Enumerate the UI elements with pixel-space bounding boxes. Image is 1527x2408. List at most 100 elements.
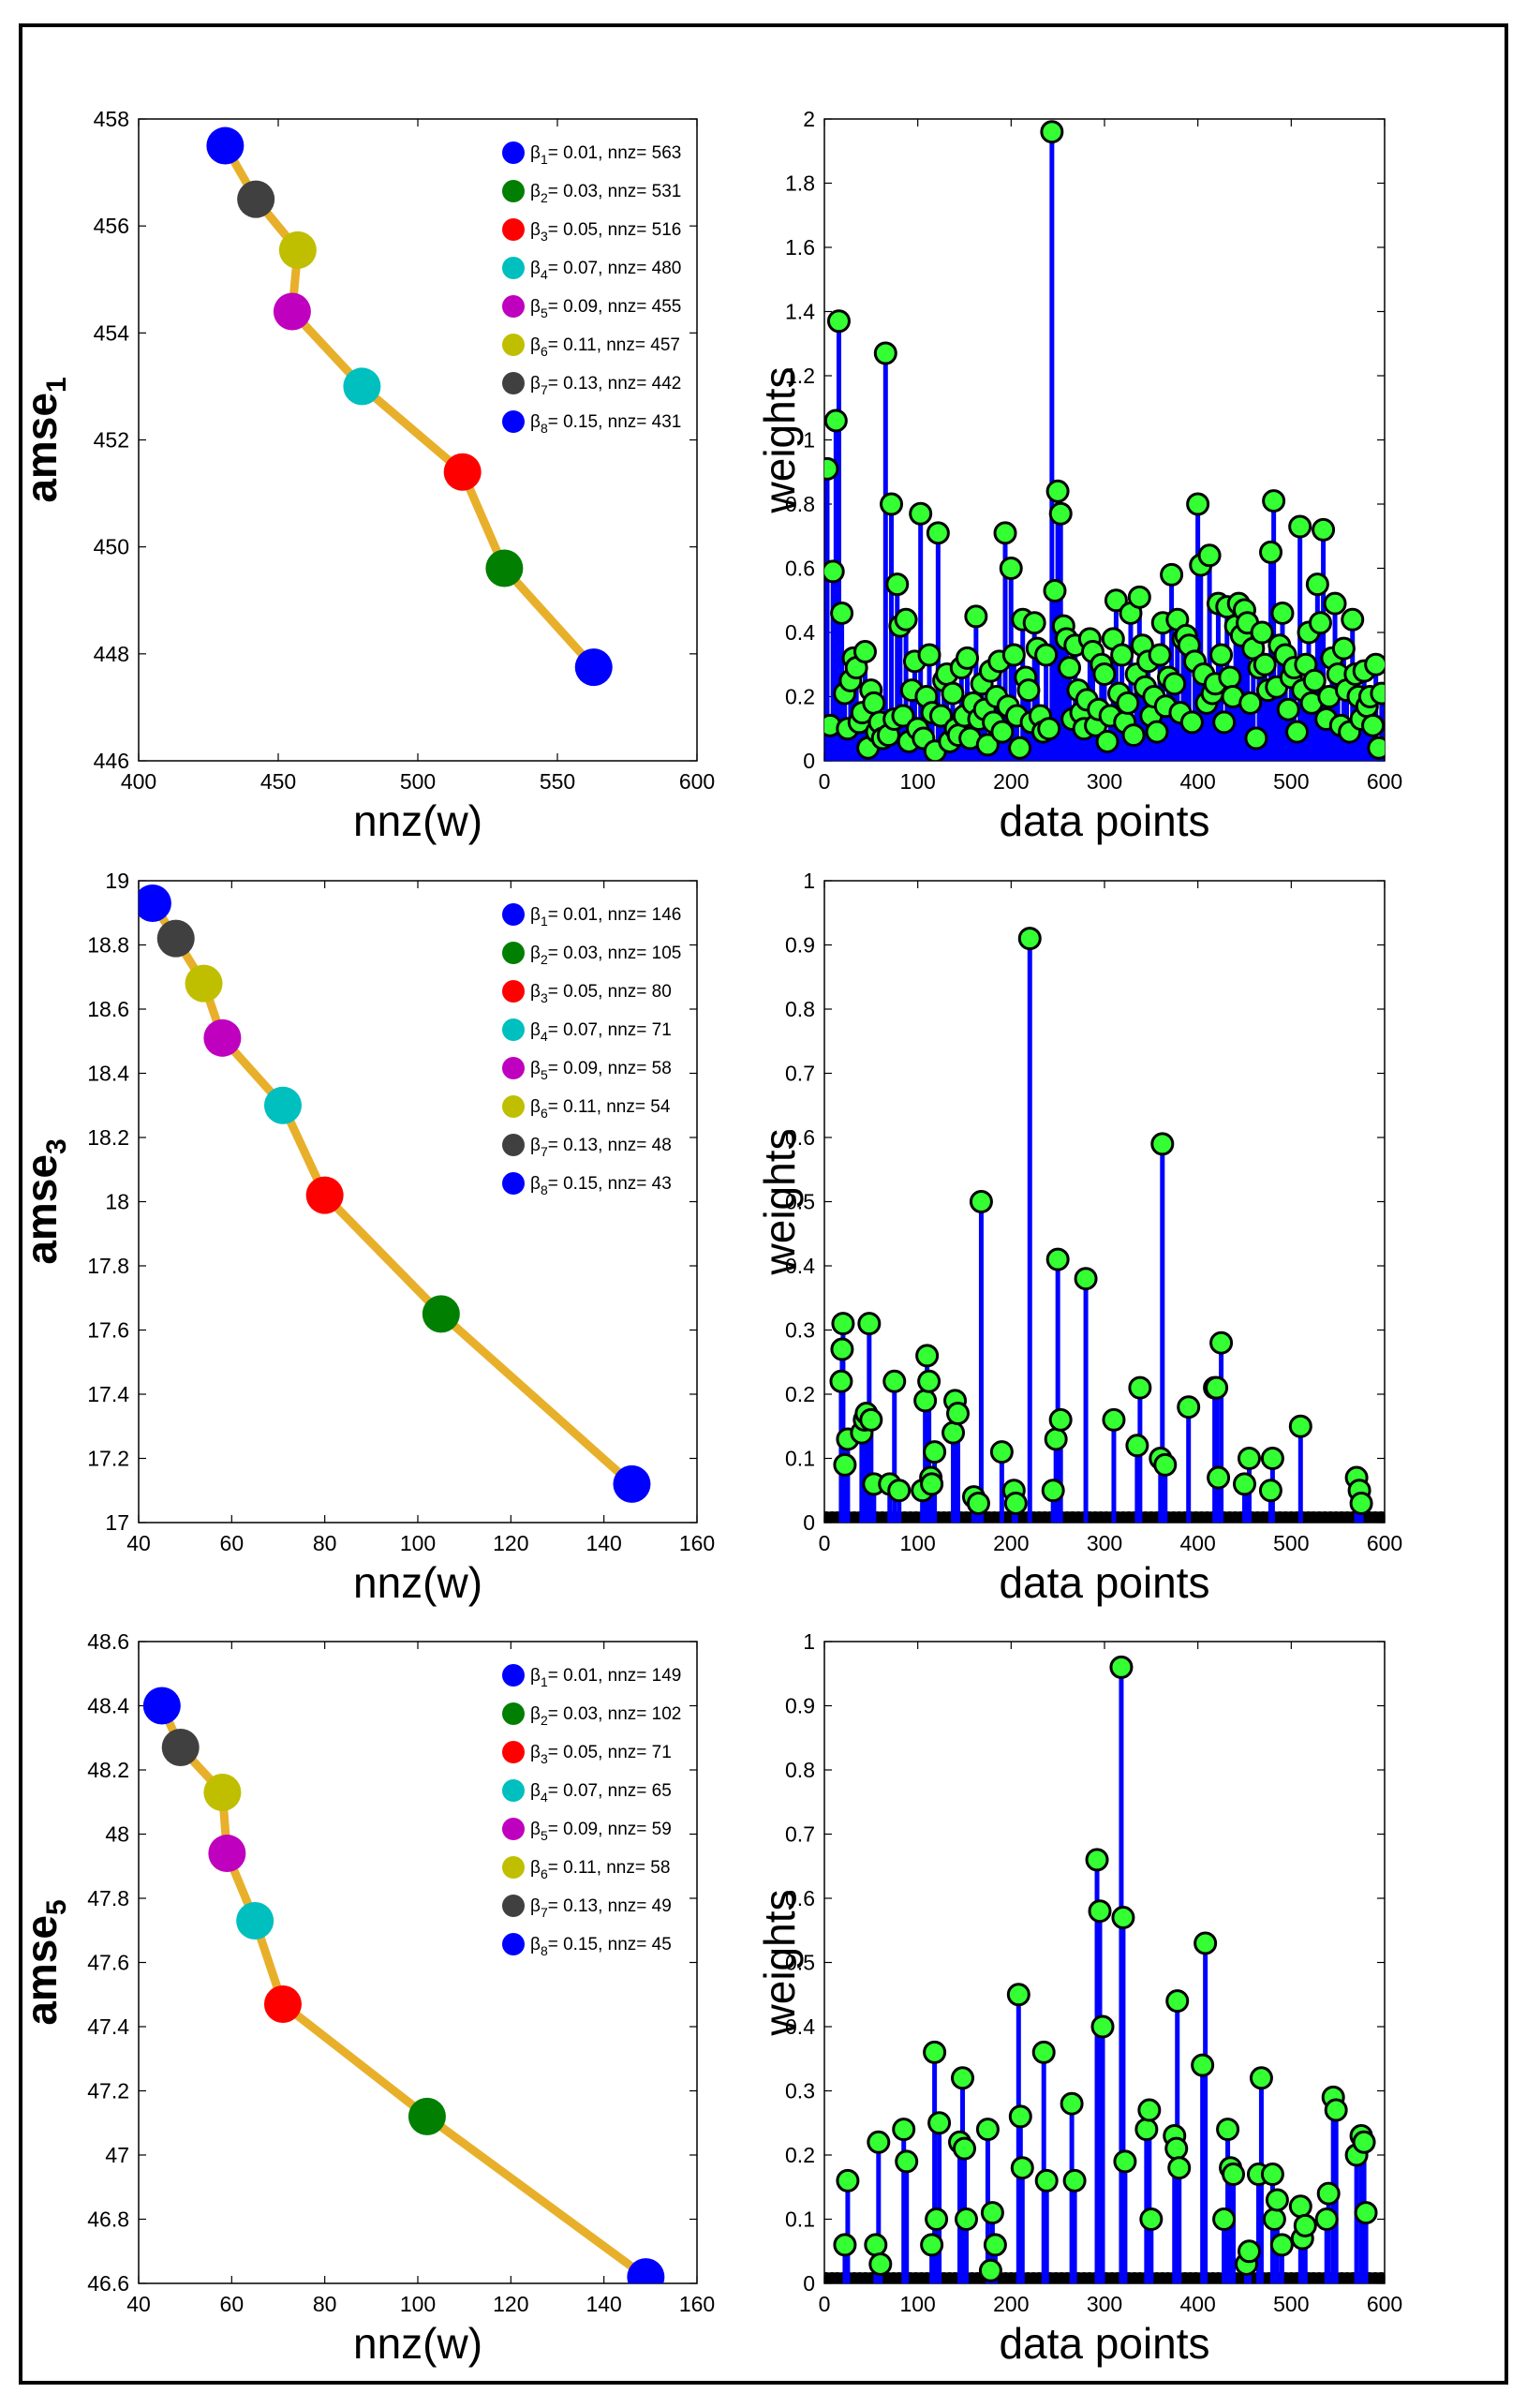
- legend-nnz-value: 80: [652, 982, 672, 1002]
- legend-nnz-prefix: , nnz=: [598, 220, 652, 240]
- legend-marker-beta-8: [502, 1933, 525, 1955]
- stem-marker: [1288, 514, 1312, 539]
- stem-marker: [1095, 729, 1119, 753]
- legend-marker-beta-2: [502, 1702, 525, 1725]
- legend-beta-symbol: β: [530, 944, 541, 963]
- legend-entry: β3= 0.05, nnz= 516: [530, 220, 681, 244]
- y-tick-label: 450: [94, 535, 129, 559]
- legend-beta-eq: =: [548, 335, 563, 355]
- data-point-beta-1: [613, 1464, 651, 1503]
- y-axis-label-subscript: 1: [41, 377, 72, 393]
- stem-marker: [892, 2118, 916, 2142]
- stem-marker: [1008, 736, 1032, 760]
- x-axis-label: nnz(w): [353, 1558, 482, 1607]
- legend-beta-value: 0.11: [563, 1097, 597, 1117]
- stem-marker: [880, 492, 904, 516]
- x-axis-label: nnz(w): [353, 2319, 482, 2368]
- x-tick-label: 500: [400, 769, 436, 794]
- y-tick-label: 17: [105, 1510, 129, 1535]
- legend-entry: β8= 0.15, nnz= 45: [530, 1935, 672, 1958]
- stem-marker: [824, 456, 839, 481]
- stem-marker: [1207, 1465, 1231, 1490]
- legend-marker-beta-8: [502, 1172, 525, 1195]
- legend-entry: β6= 0.11, nnz= 457: [530, 335, 680, 359]
- legend-beta-symbol: β: [530, 335, 541, 355]
- stem-marker: [833, 1452, 857, 1477]
- x-tick-label: 100: [400, 1531, 436, 1555]
- data-point-beta-2: [422, 1295, 460, 1333]
- stem-marker: [1127, 585, 1151, 609]
- x-tick-label: 80: [313, 2292, 337, 2316]
- legend-marker-beta-8: [502, 410, 525, 433]
- legend-beta-index: 2: [541, 190, 548, 205]
- legend-nnz-value: 457: [650, 335, 680, 355]
- stem-marker: [1043, 578, 1067, 602]
- legend-nnz-value: 58: [650, 1858, 670, 1878]
- stem-marker: [1197, 543, 1222, 568]
- stem-marker: [1276, 697, 1300, 721]
- legend-beta-symbol: β: [530, 1020, 541, 1040]
- y-axis-label: weights: [755, 1890, 804, 2037]
- legend-marker-beta-6: [502, 334, 525, 356]
- legend-nnz-prefix: , nnz=: [598, 1935, 652, 1955]
- legend-entry: β7= 0.13, nnz= 442: [530, 374, 681, 397]
- legend-beta-eq: =: [548, 374, 563, 394]
- stem-marker: [1128, 1375, 1152, 1400]
- data-point-beta-3: [443, 453, 482, 491]
- legend-nnz-value: 43: [652, 1174, 672, 1194]
- y-tick-label: 1: [803, 1629, 815, 1654]
- stem-marker: [1288, 1414, 1312, 1438]
- legend-beta-index: 1: [541, 914, 548, 929]
- legend-beta-index: 8: [541, 1943, 548, 1958]
- stem-marker: [1134, 2118, 1159, 2142]
- data-point-beta-3: [263, 1985, 302, 2024]
- legend-beta-eq: =: [548, 1174, 563, 1194]
- x-tick-label: 0: [819, 1531, 831, 1555]
- stem-marker: [926, 521, 950, 545]
- x-tick-label: 0: [819, 2292, 831, 2316]
- stem-marker: [1125, 1434, 1149, 1458]
- legend-beta-symbol: β: [530, 1666, 541, 1686]
- y-tick-label: 47.8: [87, 1886, 129, 1910]
- stem-marker: [1116, 691, 1140, 715]
- stem-marker: [1323, 591, 1347, 616]
- legend-beta-value: 0.07: [563, 1020, 598, 1040]
- stem-marker: [885, 572, 910, 597]
- stem-marker: [1324, 2098, 1348, 2122]
- legend-nnz-prefix: , nnz=: [598, 1174, 652, 1194]
- data-point-beta-7: [161, 1729, 200, 1767]
- y-tick-label: 0.8: [785, 492, 815, 516]
- legend-marker-beta-3: [502, 218, 525, 241]
- stem-marker: [1048, 1407, 1073, 1432]
- y-tick-label: 0.9: [785, 933, 815, 958]
- stem-marker: [1150, 1132, 1175, 1156]
- legend-nnz-prefix: , nnz=: [597, 335, 651, 355]
- legend-beta-symbol: β: [530, 1820, 541, 1839]
- legend-entry: β4= 0.07, nnz= 65: [530, 1781, 672, 1805]
- y-tick-label: 1: [803, 428, 815, 453]
- legend-entry: β2= 0.03, nnz= 102: [530, 1704, 681, 1728]
- stem-marker: [1137, 2098, 1162, 2122]
- legend-beta-index: 4: [541, 1029, 548, 1044]
- legend-beta-index: 6: [541, 1106, 548, 1121]
- legend-marker-beta-7: [502, 372, 525, 394]
- legend-beta-eq: =: [548, 1743, 563, 1762]
- stem-marker: [990, 720, 1015, 744]
- legend-beta-symbol: β: [530, 220, 541, 240]
- stem-marker: [1191, 2053, 1215, 2077]
- y-tick-label: 0.3: [785, 2079, 815, 2103]
- y-axis-label-text: weights: [755, 367, 804, 514]
- stem-marker: [1058, 656, 1082, 680]
- stem-marker: [1244, 726, 1268, 751]
- plot-content: [824, 927, 1385, 1523]
- y-tick-label: 0.4: [785, 2014, 815, 2039]
- stem-marker: [1121, 723, 1146, 748]
- legend-nnz-value: 48: [652, 1136, 672, 1155]
- data-point-beta-6: [203, 1773, 242, 1811]
- legend-nnz-value: 455: [652, 297, 682, 317]
- legend-beta-index: 4: [541, 1790, 548, 1805]
- stem-marker: [1006, 1983, 1030, 2007]
- stem-marker: [917, 1369, 941, 1393]
- legend-marker-beta-5: [502, 1057, 525, 1079]
